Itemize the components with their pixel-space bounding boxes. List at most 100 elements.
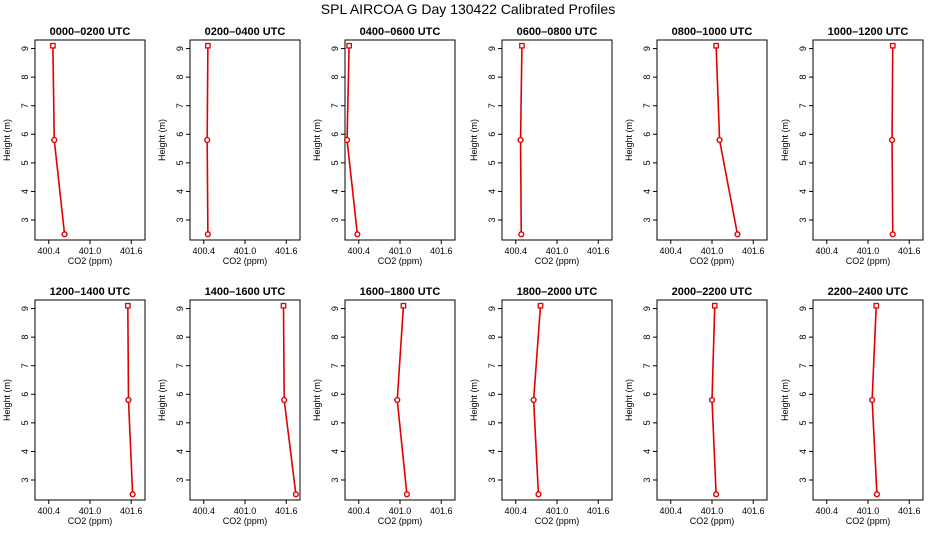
plot-frame — [501, 299, 613, 501]
data-point-circle — [204, 136, 211, 144]
profile-panel: 0800–1000 UTC 400.4 401.0 401.6 CO2 (ppm) 3 4 5… — [624, 26, 768, 266]
x-tick-label: 401.0 — [79, 506, 102, 516]
x-tick-label: 401.6 — [120, 246, 143, 256]
y-tick-label: 4 — [330, 449, 340, 454]
panel-title: 1400–1600 UTC — [205, 286, 286, 298]
profile-panel: 1000–1200 UTC 400.4 401.0 401.6 CO2 (ppm) 3 4 5… — [780, 26, 924, 266]
y-tick-label: 5 — [487, 420, 497, 425]
y-tick-label: 5 — [487, 160, 497, 165]
y-tick-label: 6 — [330, 392, 340, 397]
panel-grid: 0000–0200 UTC 400.4 401.0 401.6 CO2 (ppm) 3 4 5… — [2, 26, 924, 526]
y-tick-label: 7 — [175, 103, 185, 108]
data-point-circle — [713, 491, 720, 498]
data-point-square — [537, 302, 544, 309]
data-point-square — [711, 302, 718, 309]
y-tick-label: 7 — [175, 363, 185, 368]
y-tick-label: 8 — [642, 75, 652, 80]
x-axis-label: CO2 (ppm) — [535, 516, 580, 526]
profile-panel: 1800–2000 UTC 400.4 401.0 401.6 CO2 (ppm) 3 4 5… — [469, 286, 613, 526]
data-point-circle — [343, 136, 351, 144]
data-point-circle — [204, 231, 211, 238]
x-tick-label: 401.0 — [234, 506, 257, 516]
x-tick-label: 401.0 — [79, 246, 102, 256]
x-axis-label: CO2 (ppm) — [223, 256, 268, 266]
x-axis-label: CO2 (ppm) — [378, 256, 423, 266]
data-point-circle — [708, 396, 716, 404]
y-tick-label: 3 — [175, 217, 185, 222]
y-tick-label: 3 — [798, 217, 808, 222]
y-tick-label: 7 — [20, 103, 30, 108]
x-tick-label: 401.0 — [701, 506, 724, 516]
y-tick-label: 5 — [330, 420, 340, 425]
y-tick-label: 8 — [487, 335, 497, 340]
y-tick-label: 7 — [330, 103, 340, 108]
x-tick-label: 400.4 — [659, 506, 682, 516]
y-tick-label: 4 — [487, 189, 497, 194]
y-tick-label: 9 — [798, 46, 808, 51]
x-tick-label: 401.6 — [430, 246, 453, 256]
x-tick-label: 401.0 — [389, 506, 412, 516]
x-tick-label: 400.4 — [815, 246, 838, 256]
profile-panel: 1200–1400 UTC 400.4 401.0 401.6 CO2 (ppm) 3 4 5… — [2, 286, 146, 526]
data-point-circle — [292, 491, 299, 498]
y-tick-label: 5 — [20, 160, 30, 165]
profile-panel: 0400–0600 UTC 400.4 401.0 401.6 CO2 (ppm) 3 4 5… — [312, 26, 456, 266]
y-tick-label: 4 — [330, 189, 340, 194]
y-axis-label: Height (m) — [157, 119, 167, 161]
data-point-circle — [403, 491, 410, 498]
y-tick-label: 9 — [330, 46, 340, 51]
y-tick-label: 3 — [20, 477, 30, 482]
profile-panel: 0200–0400 UTC 400.4 401.0 401.6 CO2 (ppm) 3 4 5… — [157, 26, 301, 266]
y-tick-label: 8 — [798, 75, 808, 80]
data-point-square — [346, 42, 352, 49]
y-axis-label: Height (m) — [312, 379, 322, 421]
x-axis-label: CO2 (ppm) — [690, 256, 735, 266]
y-axis-label: Height (m) — [157, 379, 167, 421]
y-tick-label: 5 — [175, 420, 185, 425]
x-tick-label: 400.4 — [347, 246, 370, 256]
y-axis-label: Height (m) — [624, 379, 634, 421]
y-tick-label: 4 — [798, 449, 808, 454]
data-point-square — [124, 302, 131, 309]
data-point-circle — [354, 231, 361, 238]
y-tick-label: 5 — [798, 420, 808, 425]
panel-title: 1200–1400 UTC — [50, 286, 131, 298]
y-tick-label: 4 — [642, 189, 652, 194]
x-tick-label: 400.4 — [504, 506, 527, 516]
x-tick-label: 400.4 — [659, 246, 682, 256]
x-tick-label: 401.6 — [898, 246, 921, 256]
y-tick-label: 8 — [330, 335, 340, 340]
x-tick-label: 401.6 — [120, 506, 143, 516]
data-point-circle — [535, 491, 542, 498]
y-axis-label: Height (m) — [2, 379, 12, 421]
y-tick-label: 8 — [330, 75, 340, 80]
y-axis-label: Height (m) — [469, 119, 479, 161]
data-point-circle — [281, 396, 288, 404]
x-tick-label: 401.6 — [742, 506, 765, 516]
data-point-square — [205, 42, 211, 49]
data-point-circle — [530, 396, 537, 404]
x-tick-label: 401.0 — [701, 246, 724, 256]
y-tick-label: 7 — [487, 363, 497, 368]
data-point-square — [50, 42, 56, 49]
data-point-circle — [873, 491, 881, 498]
data-point-circle — [869, 396, 876, 404]
y-tick-label: 6 — [487, 132, 497, 137]
x-axis-label: CO2 (ppm) — [690, 516, 735, 526]
x-tick-label: 401.0 — [546, 506, 569, 516]
y-axis-label: Height (m) — [469, 379, 479, 421]
y-tick-label: 7 — [798, 363, 808, 368]
x-tick-label: 401.6 — [275, 506, 298, 516]
x-tick-label: 401.6 — [430, 506, 453, 516]
panel-title: 2200–2400 UTC — [828, 286, 909, 298]
data-point-square — [280, 302, 287, 309]
data-point-circle — [518, 231, 525, 238]
y-tick-label: 3 — [20, 217, 30, 222]
y-tick-label: 5 — [798, 160, 808, 165]
data-point-circle — [129, 491, 136, 498]
y-axis-label: Height (m) — [624, 119, 634, 161]
y-tick-label: 6 — [487, 392, 497, 397]
y-tick-label: 4 — [20, 189, 30, 194]
data-point-square — [519, 42, 525, 49]
plot-frame — [812, 299, 924, 501]
